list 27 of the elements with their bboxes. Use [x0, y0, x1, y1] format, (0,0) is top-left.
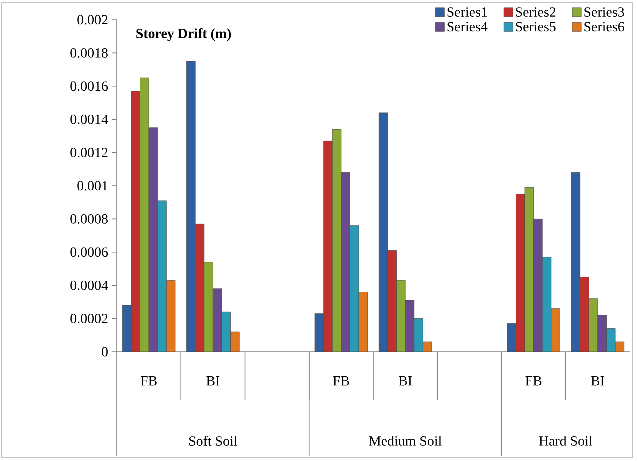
x-tick-label: BI [398, 376, 412, 386]
y-tick-label: 0.0016 [70, 82, 108, 92]
y-tick-label: 0 [102, 347, 108, 357]
y-tick-label: 0.0006 [70, 248, 108, 258]
legend-label: Series2 [516, 8, 556, 17]
legend-label: Series1 [448, 8, 488, 17]
y-tick-label: 0.0018 [70, 48, 108, 58]
y-tick-label: 0.0014 [70, 114, 108, 124]
text: Hard Soil [539, 436, 593, 446]
legend-label: Series6 [584, 22, 624, 32]
text: Soft Soil [190, 436, 238, 446]
x-tick-label: BI [206, 376, 220, 386]
legend-label: Series4 [448, 22, 488, 32]
y-tick-label: 0.0002 [70, 314, 108, 324]
text: Storey Drift (m) [136, 28, 232, 42]
legend-label: Series5 [516, 22, 556, 32]
x-tick-label: BI [591, 376, 604, 386]
y-tick-label: 0.001 [78, 181, 108, 191]
x-tick-label: FB [140, 376, 157, 386]
legend-label: Series3 [584, 8, 624, 17]
x-tick-label: FB [333, 376, 350, 386]
y-tick-label: 0.0012 [70, 148, 108, 158]
y-tick-label: 0.002 [78, 15, 108, 25]
x-tick-label: FB [526, 376, 542, 386]
text: Medium Soil [369, 436, 442, 446]
y-tick-label: 0.0008 [70, 214, 108, 224]
y-tick-label: 0.0004 [70, 280, 108, 290]
